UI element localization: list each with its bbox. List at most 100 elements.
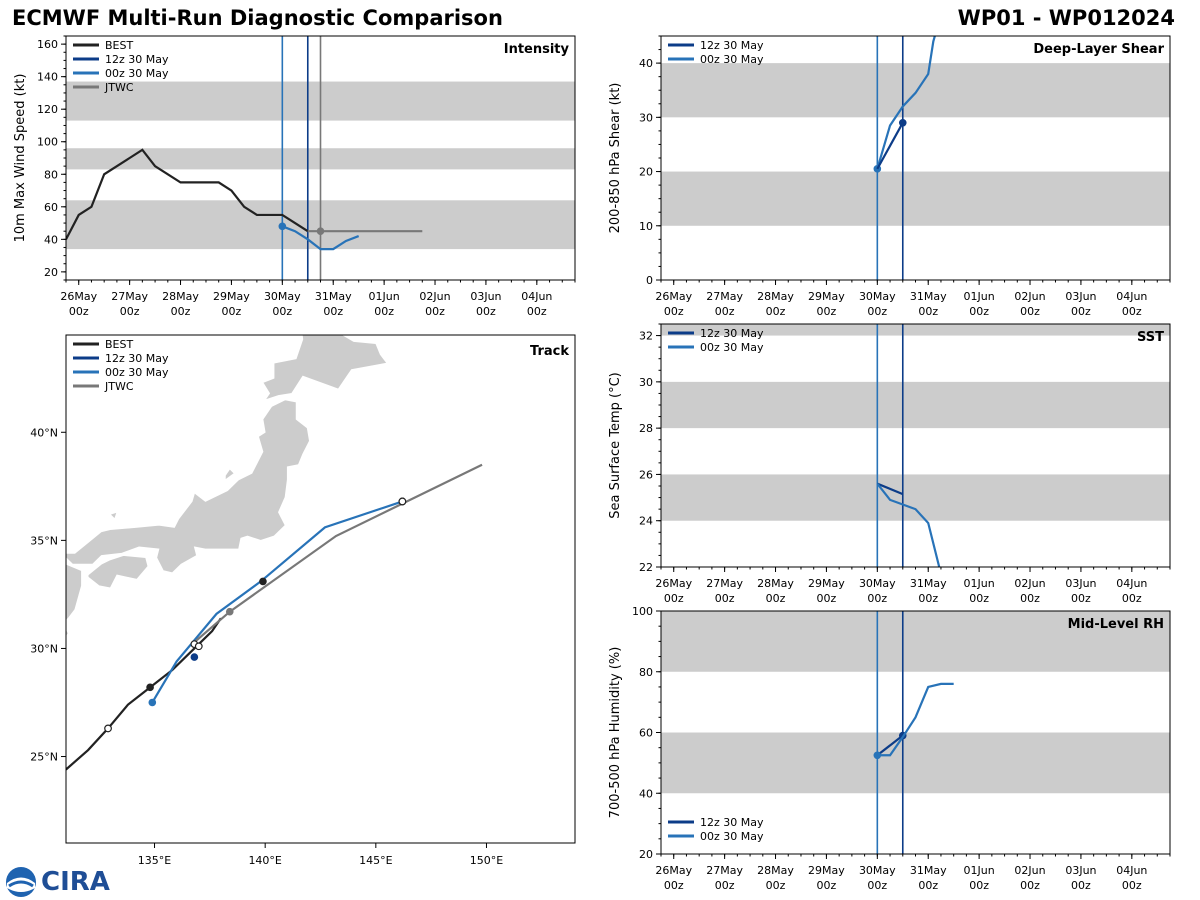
- x-tick-label: 31May: [910, 290, 947, 303]
- panel-title: Track: [530, 344, 569, 359]
- x-tick-label: 26May: [60, 290, 97, 303]
- x-tick-label: 03Jun: [470, 290, 501, 303]
- y-tick-label: 160: [37, 38, 58, 51]
- legend-label: JTWC: [104, 81, 134, 94]
- shaded-band: [661, 611, 1170, 672]
- legend-label: 00z 30 May: [700, 53, 764, 66]
- x-tick-label: 30May: [264, 290, 301, 303]
- x-tick-label: 02Jun: [419, 290, 450, 303]
- x-tick-label: 00z: [272, 305, 292, 318]
- land-island: [66, 628, 69, 638]
- plot-area: [661, 611, 1170, 854]
- x-tick-label: 00z: [1122, 305, 1142, 318]
- lat-tick-label: 40°N: [30, 426, 58, 439]
- series-line: [876, 482, 904, 496]
- legend-label: BEST: [105, 39, 133, 52]
- track-marker-open: [194, 642, 203, 651]
- land-island: [224, 468, 235, 481]
- panel-shear: [656, 35, 1171, 285]
- track-marker: [148, 698, 157, 707]
- panel-intensity: [61, 35, 576, 285]
- x-tick-label: 00z: [766, 305, 786, 318]
- x-tick-label: 00z: [120, 305, 140, 318]
- panel-title: SST: [1137, 330, 1164, 345]
- track-marker: [259, 577, 267, 586]
- y-tick-label: 40: [44, 233, 58, 246]
- y-tick-label: 40: [639, 57, 653, 70]
- y-axis-label: 700-500 hPa Humidity (%): [608, 647, 623, 819]
- x-tick-label: 00z: [425, 305, 445, 318]
- x-tick-label: 00z: [69, 305, 89, 318]
- x-tick-label: 00z: [1020, 305, 1040, 318]
- x-tick-label: 00z: [664, 305, 684, 318]
- land-kyushu: [66, 563, 82, 621]
- x-tick-label: 00z: [918, 305, 938, 318]
- x-tick-label: 00z: [969, 305, 989, 318]
- y-tick-label: 20: [44, 266, 58, 279]
- legend-label: JTWC: [104, 380, 134, 393]
- x-tick-label: 27May: [706, 290, 743, 303]
- y-tick-label: 80: [639, 666, 653, 679]
- x-tick-label: 29May: [808, 864, 845, 877]
- x-tick-label: 00z: [715, 305, 735, 318]
- shaded-band: [661, 732, 1170, 794]
- y-tick-label: 80: [44, 168, 58, 181]
- x-tick-label: 00z: [918, 592, 938, 605]
- series-line: [877, 682, 954, 757]
- x-tick-label: 28May: [757, 577, 794, 590]
- legend-label: 00z 30 May: [700, 341, 764, 354]
- x-tick-label: 00z: [222, 305, 242, 318]
- y-tick-label: 20: [639, 166, 653, 179]
- legend-label: 12z 30 May: [105, 352, 169, 365]
- legend-label: 00z 30 May: [105, 67, 169, 80]
- x-tick-label: 00z: [867, 879, 887, 892]
- legend-label: 12z 30 May: [700, 39, 764, 52]
- land-shikoku: [87, 555, 149, 589]
- x-tick-label: 03Jun: [1065, 290, 1096, 303]
- x-tick-label: 00z: [969, 592, 989, 605]
- panel-title: Intensity: [504, 42, 570, 57]
- lon-tick-label: 140°E: [248, 854, 281, 867]
- legend-label: 12z 30 May: [700, 327, 764, 340]
- x-tick-label: 29May: [213, 290, 250, 303]
- y-tick-label: 20: [639, 848, 653, 861]
- x-tick-label: 00z: [374, 305, 394, 318]
- x-tick-label: 27May: [706, 577, 743, 590]
- series-marker: [873, 751, 882, 760]
- x-tick-label: 31May: [315, 290, 352, 303]
- y-tick-label: 30: [639, 111, 653, 124]
- x-tick-label: 04Jun: [1116, 577, 1147, 590]
- x-tick-label: 00z: [867, 305, 887, 318]
- y-tick-label: 30: [639, 376, 653, 389]
- y-tick-label: 0: [646, 274, 653, 287]
- shaded-band: [661, 171, 1170, 226]
- y-tick-label: 60: [639, 727, 653, 740]
- panel-sst: [656, 323, 1171, 572]
- x-tick-label: 01Jun: [964, 290, 995, 303]
- land-hokkaido: [262, 335, 388, 401]
- track-marker-open: [398, 497, 407, 506]
- x-tick-label: 00z: [1071, 879, 1091, 892]
- legend-label: 00z 30 May: [105, 366, 169, 379]
- y-axis-label: 10m Max Wind Speed (kt): [13, 74, 28, 243]
- track-line: [151, 500, 403, 704]
- track-marker: [146, 683, 154, 692]
- series-line: [281, 225, 360, 251]
- y-axis-label: 200-850 hPa Shear (kt): [608, 83, 623, 234]
- x-tick-label: 26May: [655, 864, 692, 877]
- y-tick-label: 26: [639, 468, 653, 481]
- logo-text: CIRA: [41, 867, 110, 897]
- x-tick-label: 00z: [1122, 592, 1142, 605]
- x-tick-label: 27May: [111, 290, 148, 303]
- x-tick-label: 01Jun: [369, 290, 400, 303]
- series-line: [876, 734, 904, 757]
- plot-area: [661, 324, 1170, 567]
- storm-id-title: WP01 - WP012024: [957, 6, 1175, 30]
- x-tick-label: 28May: [757, 864, 794, 877]
- lat-tick-label: 35°N: [30, 534, 58, 547]
- track-line: [66, 617, 222, 771]
- y-tick-label: 40: [639, 787, 653, 800]
- y-tick-label: 100: [632, 605, 653, 618]
- plot-area: [661, 36, 1170, 280]
- x-tick-label: 00z: [1071, 305, 1091, 318]
